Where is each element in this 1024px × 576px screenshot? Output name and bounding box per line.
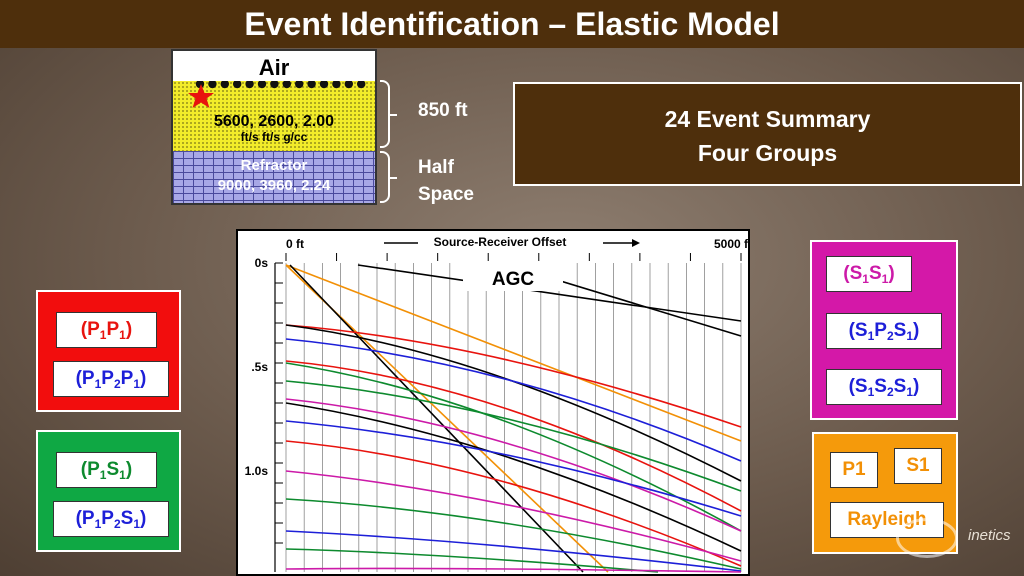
pp-group-panel: (P1P1) (P1P2P1) xyxy=(36,290,181,412)
event-curve xyxy=(357,264,742,322)
receiver-line xyxy=(188,81,366,108)
event-curve xyxy=(285,420,742,517)
time-tick-label: .5s xyxy=(251,360,268,374)
agc-label-bg xyxy=(463,261,563,291)
company-logo: inetics xyxy=(968,527,1011,544)
event-curve xyxy=(285,440,742,567)
event-s1s1[interactable]: (S1S1) xyxy=(826,256,912,292)
event-curve xyxy=(285,548,659,573)
slide-title: Event Identification – Elastic Model xyxy=(0,0,1024,48)
event-curve xyxy=(285,402,742,552)
receiver-dot xyxy=(319,81,329,89)
event-curve xyxy=(285,264,742,442)
event-p1p1[interactable]: (P1P1) xyxy=(56,312,157,348)
refractor-values: 9000, 3960, 2.24 xyxy=(217,177,331,194)
offset-header: Source-Receiver Offset xyxy=(434,235,567,249)
seismogram: 0 ft Source-Receiver Offset 5000 ft 0s .5… xyxy=(236,229,750,576)
receiver-dot xyxy=(208,81,217,89)
air-layer: Air xyxy=(173,51,375,81)
event-curve xyxy=(285,324,742,428)
offset-end-label: 5000 ft xyxy=(714,237,748,251)
top-layer: 5600, 2600, 2.00 ft/s ft/s g/cc xyxy=(173,81,375,151)
layer1-units: ft/s ft/s g/cc xyxy=(240,130,308,144)
halfspace-label-line1: Half xyxy=(418,157,454,178)
halfspace-bracket xyxy=(380,151,397,203)
receiver-dot xyxy=(357,81,366,89)
event-curve xyxy=(285,338,742,462)
receiver-dot xyxy=(307,81,316,89)
event-summary-box: 24 Event Summary Four Groups xyxy=(513,82,1022,186)
seismogram-plot: 0 ft Source-Receiver Offset 5000 ft 0s .5… xyxy=(245,235,748,573)
event-curve xyxy=(285,360,742,512)
event-p1p2s1[interactable]: (P1P2S1) xyxy=(53,501,169,537)
arrow-right-icon xyxy=(632,239,640,247)
receiver-dot xyxy=(257,81,267,89)
event-s1[interactable]: S1 xyxy=(894,448,942,484)
thickness-bracket xyxy=(380,80,397,148)
receiver-dot xyxy=(282,81,291,89)
layer1-values: 5600, 2600, 2.00 xyxy=(213,113,335,130)
logo-ring xyxy=(896,518,958,558)
event-s1p2s1[interactable]: (S1P2S1) xyxy=(826,313,942,349)
event-curve xyxy=(285,398,742,532)
time-tick-label: 0s xyxy=(255,256,269,270)
event-curve xyxy=(285,530,742,572)
earth-model: Air 5600, 2600, 2.00 ft/s ft/s g/cc Refr… xyxy=(171,49,377,205)
event-curve xyxy=(289,264,584,573)
summary-line1: 24 Event Summary xyxy=(664,106,871,132)
receiver-dot xyxy=(332,81,341,89)
receiver-dot xyxy=(245,81,254,89)
receiver-dot xyxy=(295,81,304,89)
ps-group-panel: (P1S1) (P1P2S1) xyxy=(36,430,181,552)
event-p1[interactable]: P1 xyxy=(830,452,878,488)
time-tick-label: 1.0s xyxy=(245,464,269,478)
refractor-label: Refractor xyxy=(240,157,308,174)
refractor-layer: Refractor 9000, 3960, 2.24 xyxy=(173,151,375,203)
event-p1s1[interactable]: (P1S1) xyxy=(56,452,157,488)
event-curve xyxy=(285,567,742,573)
summary-line2: Four Groups xyxy=(697,140,838,166)
event-s1s2s1[interactable]: (S1S2S1) xyxy=(826,369,942,405)
event-curve xyxy=(285,470,742,562)
receiver-dot xyxy=(220,81,229,89)
agc-label: AGC xyxy=(492,269,535,290)
halfspace-label-line2: Space xyxy=(418,184,474,205)
event-curve xyxy=(285,380,742,492)
source-star-icon xyxy=(188,84,214,108)
receiver-dot xyxy=(233,81,242,89)
receiver-dot xyxy=(270,81,279,89)
event-curve xyxy=(285,324,742,482)
event-p1p2p1[interactable]: (P1P2P1) xyxy=(53,361,169,397)
receiver-dot xyxy=(195,81,205,89)
ss-group-panel: (S1S1) (S1P2S1) (S1S2S1) xyxy=(810,240,958,420)
event-curve xyxy=(285,498,742,570)
receiver-dot xyxy=(344,81,353,89)
offset-start-label: 0 ft xyxy=(286,237,304,251)
thickness-label: 850 ft xyxy=(418,100,468,121)
